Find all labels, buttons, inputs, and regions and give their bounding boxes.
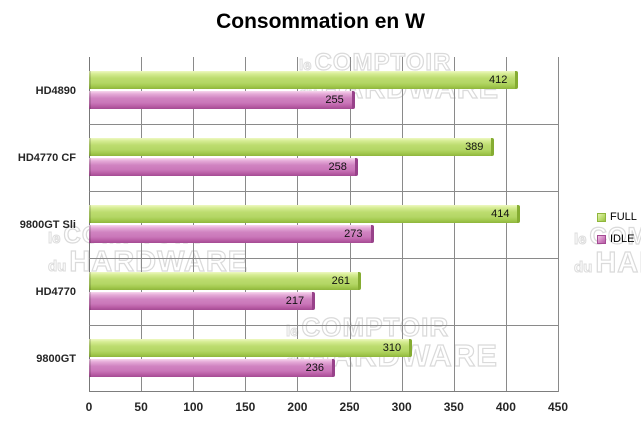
gridline-category-boundary — [89, 191, 558, 192]
category-band: 389 258 — [89, 124, 558, 191]
bar-idle-HD4890: 255 — [89, 91, 355, 109]
bar-value-label: 412 — [489, 74, 508, 86]
bar-full-HD4770 CF: 389 — [89, 138, 495, 156]
category-label: HD4890 — [35, 84, 76, 97]
x-tick-label: 250 — [339, 400, 360, 414]
x-tick-label: 0 — [85, 400, 93, 414]
bar-full-HD4770: 261 — [89, 272, 362, 290]
idle-series-swatch-icon — [597, 234, 606, 244]
bar-value-label: 236 — [305, 362, 324, 374]
bar-value-label: 389 — [465, 141, 484, 153]
watermark-text: le — [574, 231, 587, 248]
bar-value-label: 310 — [382, 342, 402, 354]
watermark-text: du — [47, 258, 67, 275]
chart-title: Consommation en W — [216, 10, 425, 33]
bar-value-label: 261 — [331, 275, 351, 287]
gridline-category-boundary — [89, 325, 558, 326]
legend-label-full: FULL — [610, 211, 637, 223]
category-band: 412 255 — [89, 57, 558, 124]
bar-value-label: 255 — [325, 94, 344, 106]
category-band: 261 217 — [89, 258, 558, 325]
bar-value-label: 217 — [285, 295, 305, 307]
category-band: 414 273 — [89, 191, 558, 258]
bar-idle-9800GT Sli: 273 — [89, 225, 374, 243]
axis-zero-line — [89, 57, 90, 392]
watermark-text: HARDWARE — [595, 247, 641, 279]
value-axis-labels: 0 50 100 150 200 250 300 350 400 450 — [85, 400, 568, 420]
category-axis-labels: HD4890 HD4770 CF 9800GT Sli HD4770 9800GT — [0, 57, 84, 392]
full-series-swatch-icon — [597, 212, 606, 222]
x-tick-label: 150 — [235, 400, 256, 414]
category-band: 310 236 — [89, 325, 558, 392]
watermark-text: COMPTOIR — [301, 312, 450, 342]
gridline-vertical — [505, 57, 507, 392]
legend-item-full: FULL — [597, 211, 637, 223]
legend-label-idle: IDLE — [610, 233, 635, 245]
x-tick-label: 100 — [183, 400, 204, 414]
watermark-text: le — [299, 57, 312, 74]
gridline-vertical — [558, 57, 559, 392]
bar-value-label: 258 — [328, 161, 347, 173]
category-label: 9800GT — [36, 352, 76, 365]
watermark-text: le — [48, 230, 61, 247]
gridline-vertical — [297, 57, 299, 392]
x-axis-line — [89, 391, 558, 392]
x-tick-label: 300 — [391, 400, 412, 414]
gridline-vertical — [245, 57, 247, 392]
category-label: HD4770 CF — [17, 151, 76, 164]
gridline-vertical — [349, 57, 351, 392]
gridline-category-boundary — [89, 258, 558, 259]
gridline-vertical — [401, 57, 403, 392]
bar-value-label: 273 — [344, 228, 363, 240]
category-label: 9800GT Sli — [19, 218, 76, 231]
gridline-vertical — [453, 57, 455, 392]
x-tick-label: 450 — [547, 400, 569, 414]
gridline-vertical — [193, 57, 195, 392]
watermark-text: COMPTOIR — [314, 49, 452, 76]
category-label: HD4770 — [35, 285, 76, 298]
bar-idle-HD4770 CF: 258 — [89, 158, 358, 176]
watermark-text: du — [573, 259, 593, 276]
bar-full-9800GT: 310 — [89, 339, 413, 357]
plot-area: 412 255 389 258 414 273 261 217 310 236 — [89, 57, 559, 392]
bar-value-label: 414 — [491, 208, 510, 220]
x-tick-label: 200 — [287, 400, 308, 414]
bar-idle-HD4770: 217 — [89, 292, 316, 310]
legend-item-idle: IDLE — [597, 233, 637, 245]
watermark-text: le — [286, 323, 299, 340]
gridline-vertical — [141, 57, 143, 392]
gridline-category-boundary — [89, 124, 558, 125]
x-tick-label: 350 — [443, 400, 464, 414]
bar-idle-9800GT: 236 — [89, 359, 335, 377]
x-tick-label: 400 — [495, 400, 516, 414]
x-tick-label: 50 — [134, 400, 148, 414]
bar-full-9800GT Sli: 414 — [89, 205, 521, 223]
legend: FULL IDLE — [597, 211, 637, 255]
bar-full-HD4890: 412 — [89, 71, 519, 89]
